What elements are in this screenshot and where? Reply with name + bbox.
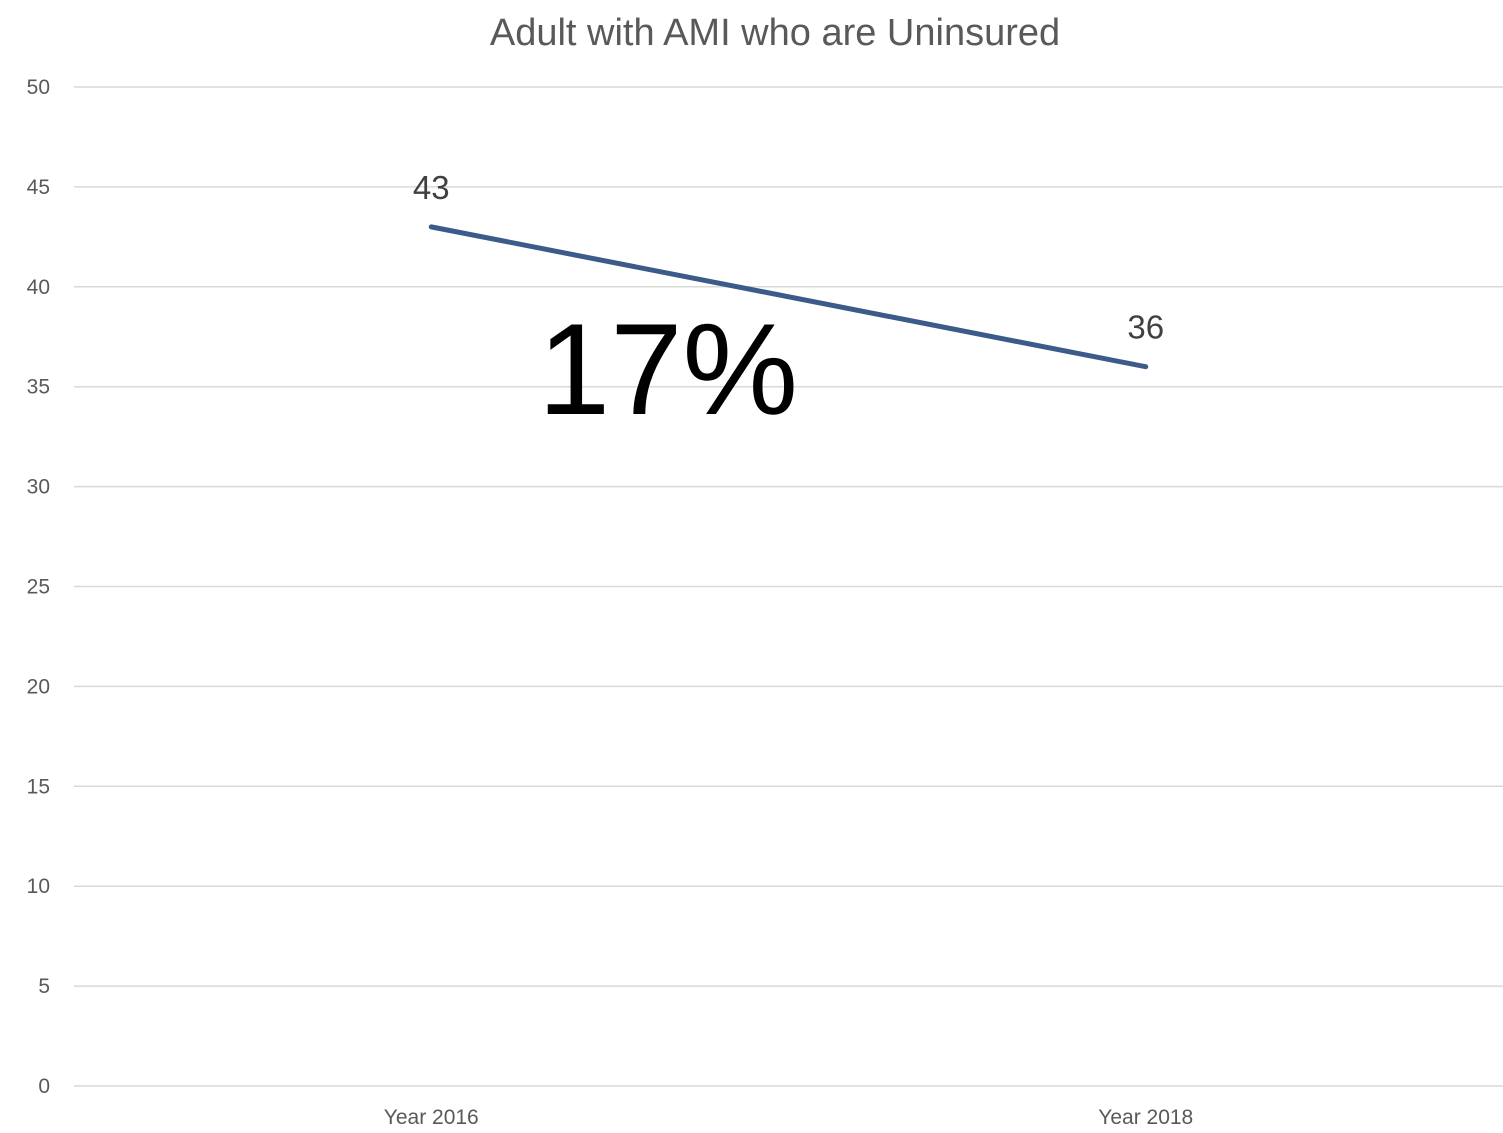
x-axis-tick-labels: Year 2016 Year 2018 xyxy=(384,1106,1193,1129)
y-tick-label: 45 xyxy=(27,176,50,199)
y-tick-label: 25 xyxy=(27,576,50,599)
series-layer xyxy=(428,224,1149,370)
y-tick-label: 10 xyxy=(27,875,50,898)
gridlines xyxy=(74,86,1503,1087)
y-tick-label: 30 xyxy=(27,476,50,499)
data-labels: 43 36 xyxy=(413,169,1164,346)
data-label: 36 xyxy=(1127,309,1164,346)
y-axis-tick-labels: 0 5 10 15 20 25 30 35 40 45 50 xyxy=(27,76,50,1098)
chart-title: Adult with AMI who are Uninsured xyxy=(490,12,1060,54)
x-tick-label: Year 2016 xyxy=(384,1106,479,1129)
y-tick-label: 0 xyxy=(38,1075,50,1098)
data-label: 43 xyxy=(413,169,450,206)
y-tick-label: 50 xyxy=(27,76,50,99)
percent-change-annotation: 17% xyxy=(538,296,798,442)
y-tick-label: 35 xyxy=(27,376,50,399)
y-tick-label: 15 xyxy=(27,775,50,798)
y-tick-label: 40 xyxy=(27,276,50,299)
series-line xyxy=(428,224,1149,370)
y-tick-label: 20 xyxy=(27,675,50,698)
y-tick-label: 5 xyxy=(38,975,50,998)
x-tick-label: Year 2018 xyxy=(1098,1106,1193,1129)
